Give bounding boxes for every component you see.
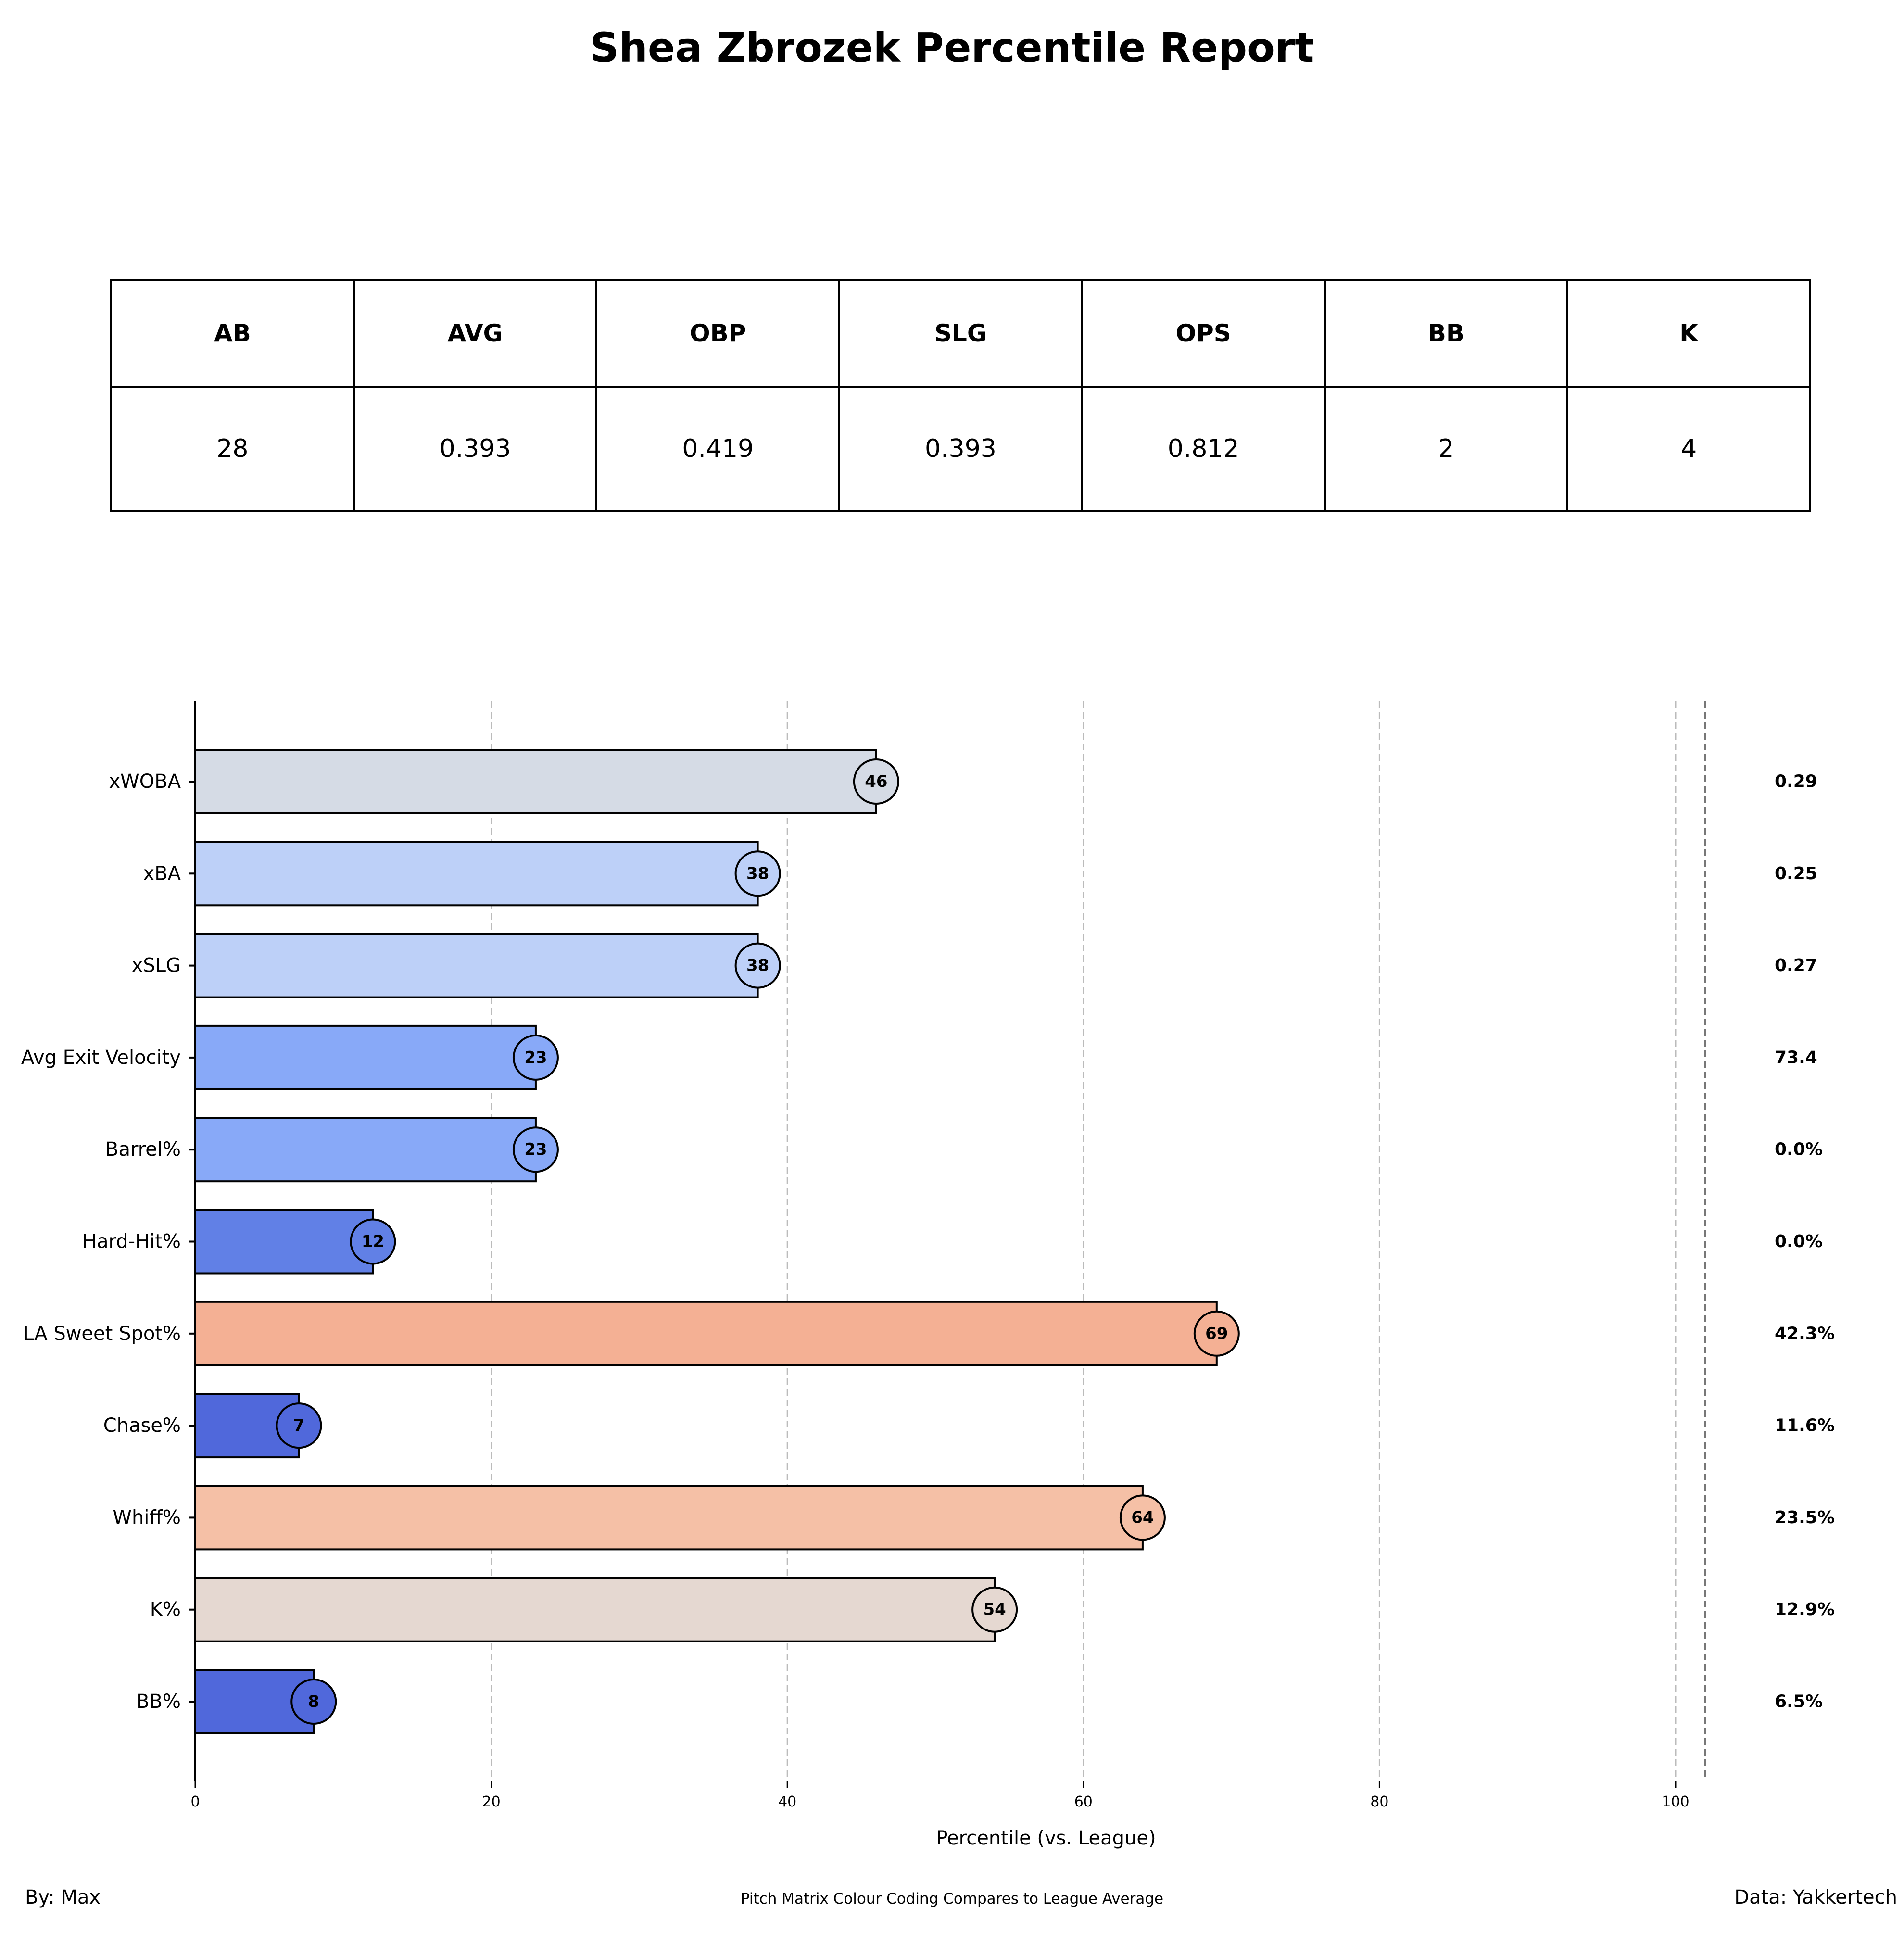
bar <box>194 1301 1218 1366</box>
percentile-label: 7 <box>293 1416 305 1435</box>
stats-value-ab: 28 <box>110 386 355 512</box>
percentile-label: 64 <box>1131 1508 1154 1527</box>
percentile-label: 23 <box>524 1140 547 1159</box>
percentile-label: 69 <box>1205 1324 1228 1343</box>
x-axis-label: Percentile (vs. League) <box>936 1827 1156 1849</box>
category-label: xWOBA <box>109 770 181 793</box>
bar <box>194 749 877 814</box>
footer-author: By: Max <box>25 1886 101 1908</box>
footer-note: Pitch Matrix Colour Coding Compares to L… <box>740 1890 1164 1907</box>
raw-value-label: 42.3% <box>1775 1324 1835 1343</box>
stats-header-row: AB AVG OBP SLG OPS BB K <box>110 279 1811 388</box>
percentile-label: 12 <box>362 1232 384 1251</box>
percentile-label: 8 <box>308 1692 319 1711</box>
percentile-bar-chart: xWOBA 46 0.29 xBA 38 0.25 xSLG 38 0.27 Avg Exit V… <box>21 701 1835 1849</box>
stats-header-bb: BB <box>1324 279 1569 388</box>
stats-header-avg: AVG <box>353 279 598 388</box>
raw-value-label: 6.5% <box>1775 1692 1823 1712</box>
percentile-marker <box>350 1218 396 1265</box>
bar <box>194 1117 537 1183</box>
percentile-marker <box>1119 1494 1166 1541</box>
bar <box>194 1577 996 1642</box>
percentile-marker <box>276 1402 322 1449</box>
percentile-marker <box>512 1034 559 1081</box>
percentile-label: 54 <box>983 1600 1006 1619</box>
raw-value-label: 0.27 <box>1775 956 1817 975</box>
bar <box>194 841 759 907</box>
percentile-marker <box>290 1679 337 1725</box>
raw-value-label: 0.0% <box>1775 1140 1823 1160</box>
bar <box>194 1209 374 1275</box>
category-label: Hard-Hit% <box>82 1231 181 1253</box>
raw-value-label: 0.25 <box>1775 864 1817 884</box>
stats-value-bb: 2 <box>1324 386 1569 512</box>
percentile-label: 46 <box>865 772 887 791</box>
raw-value-label: 11.6% <box>1775 1416 1835 1436</box>
percentile-label: 38 <box>746 864 769 883</box>
stats-header-ab: AB <box>110 279 355 388</box>
stats-value-k: 4 <box>1566 386 1811 512</box>
x-tick-label: 80 <box>1370 1793 1388 1810</box>
raw-value-label: 12.9% <box>1775 1600 1835 1619</box>
category-label: Barrel% <box>105 1138 181 1161</box>
category-label: LA Sweet Spot% <box>23 1323 181 1345</box>
category-label: Avg Exit Velocity <box>21 1047 181 1069</box>
stats-header-k: K <box>1566 279 1811 388</box>
percentile-marker <box>1193 1310 1240 1357</box>
bar <box>194 1024 537 1090</box>
bar <box>194 933 759 998</box>
x-tick-label: 40 <box>778 1793 796 1810</box>
x-tick-label: 0 <box>190 1793 200 1810</box>
category-label: Chase% <box>103 1415 181 1437</box>
raw-value-label: 23.5% <box>1775 1508 1835 1528</box>
percentile-marker <box>734 942 781 989</box>
raw-value-label: 73.4 <box>1775 1048 1817 1067</box>
raw-value-label: 0.29 <box>1775 772 1817 792</box>
category-label: xBA <box>143 862 181 884</box>
stats-table: AB AVG OBP SLG OPS BB K 28 0.393 0.419 0… <box>110 279 1811 512</box>
stats-value-row: 28 0.393 0.419 0.393 0.812 2 4 <box>110 386 1811 512</box>
stats-header-obp: OBP <box>595 279 841 388</box>
stats-value-ops: 0.812 <box>1081 386 1326 512</box>
percentile-marker <box>512 1126 559 1173</box>
x-tick-label: 100 <box>1662 1793 1689 1810</box>
stats-header-slg: SLG <box>838 279 1083 388</box>
category-label: Whiff% <box>113 1506 181 1528</box>
percentile-marker <box>853 758 899 805</box>
stats-value-slg: 0.393 <box>838 386 1083 512</box>
bar <box>194 1485 1144 1551</box>
raw-value-label: 0.0% <box>1775 1232 1823 1251</box>
x-tick-label: 20 <box>482 1793 501 1810</box>
x-tick-label: 60 <box>1074 1793 1093 1810</box>
stats-value-avg: 0.393 <box>353 386 598 512</box>
category-label: K% <box>150 1599 181 1621</box>
percentile-label: 23 <box>524 1048 547 1067</box>
page-title: Shea Zbrozek Percentile Report <box>590 24 1314 71</box>
category-label: BB% <box>136 1691 181 1713</box>
percentile-marker <box>971 1586 1018 1633</box>
footer-source: Data: Yakkertech <box>1734 1886 1897 1908</box>
percentile-label: 38 <box>746 956 769 975</box>
percentile-marker <box>734 850 781 897</box>
category-label: xSLG <box>132 955 181 977</box>
stats-value-obp: 0.419 <box>595 386 841 512</box>
stats-header-ops: OPS <box>1081 279 1326 388</box>
